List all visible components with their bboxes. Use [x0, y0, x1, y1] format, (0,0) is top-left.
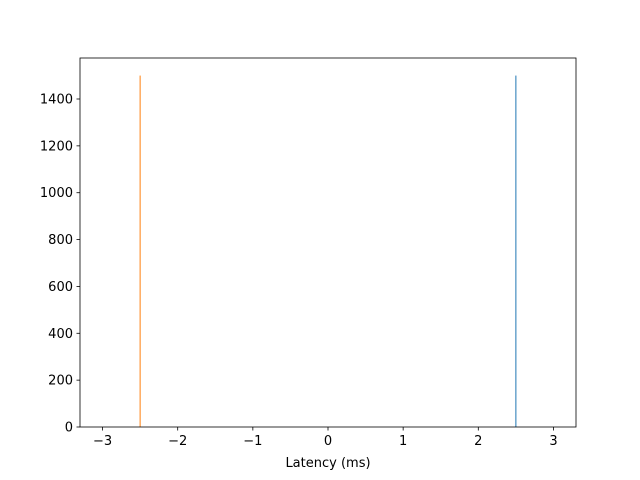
x-tick-label-5: 2 — [474, 434, 482, 449]
x-axis-ticks: −3 −2 −1 0 1 2 3 — [93, 427, 558, 449]
y-tick-label-5: 1000 — [40, 186, 73, 201]
y-tick-label-6: 1200 — [40, 139, 73, 154]
y-tick-label-0: 0 — [65, 421, 73, 436]
x-tick-label-6: 3 — [549, 434, 557, 449]
x-tick-label-4: 1 — [399, 434, 407, 449]
histogram-bar-series-1-0 — [139, 75, 141, 428]
y-tick-label-3: 600 — [48, 280, 73, 295]
y-tick-label-2: 400 — [48, 327, 73, 342]
bars-layer — [139, 75, 517, 428]
x-tick-label-0: −3 — [93, 434, 112, 449]
y-axis-ticks: 0 200 400 600 800 1000 1200 1400 — [40, 93, 80, 436]
x-tick-label-1: −2 — [168, 434, 187, 449]
x-tick-label-3: 0 — [324, 434, 332, 449]
x-axis-label: Latency (ms) — [285, 456, 370, 471]
y-tick-label-7: 1400 — [40, 93, 73, 108]
histogram-bar-series-0-0 — [515, 75, 517, 428]
x-tick-label-2: −1 — [243, 434, 262, 449]
y-tick-label-4: 800 — [48, 233, 73, 248]
y-tick-label-1: 200 — [48, 374, 73, 389]
